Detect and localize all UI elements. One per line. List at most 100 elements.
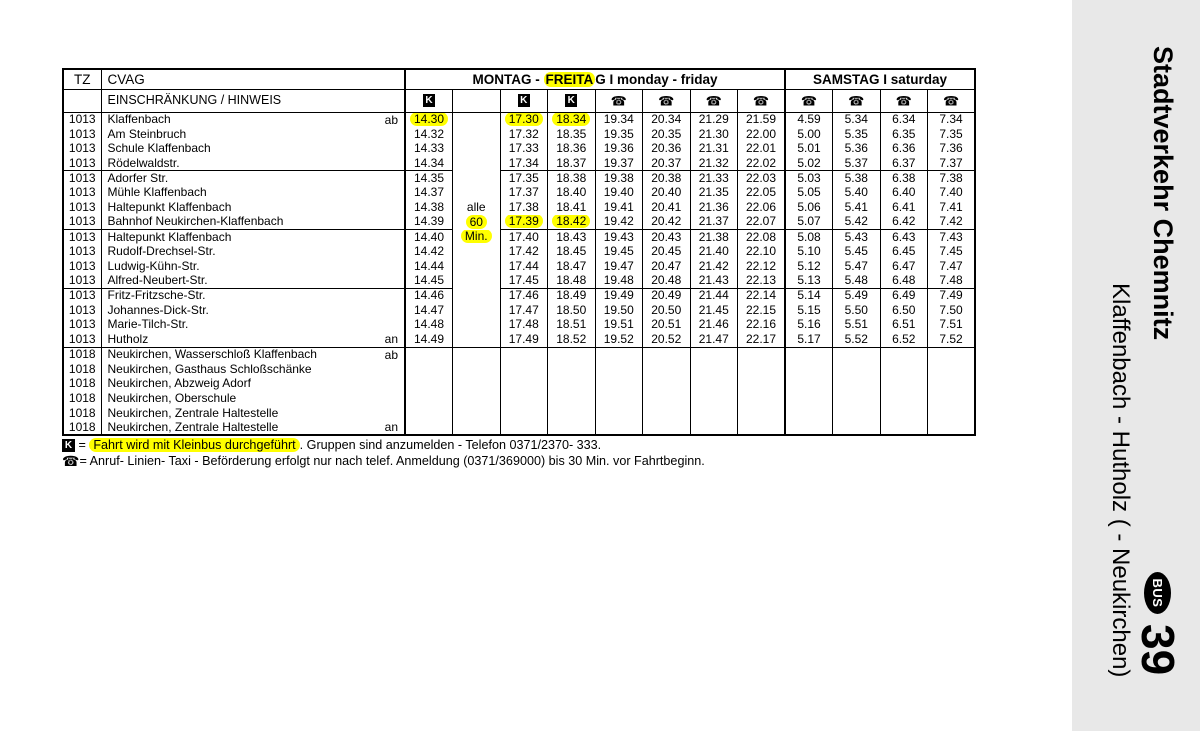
time-cell: 21.31 — [689, 141, 738, 157]
time-cell: 19.41 — [594, 200, 643, 215]
note-cell — [452, 376, 501, 392]
tz-cell: 1013 — [62, 273, 102, 289]
time-cell: 21.46 — [689, 317, 738, 333]
table-row: 1013 Marie-Tilch-Str. 14.48 17.48 18.51 19.51… — [62, 317, 976, 333]
stop-name: Neukirchen, Abzweig Adorf — [107, 376, 251, 391]
time-cell: 5.16 — [784, 317, 834, 333]
time-cell: 5.51 — [832, 317, 881, 333]
highlighted-time: 17.30 — [504, 112, 543, 127]
phone-icon: ☎ — [848, 93, 865, 109]
time-cell — [689, 420, 738, 436]
stop-name-cell: Neukirchen, Zentrale Haltestelle an — [100, 420, 406, 436]
time-cell: 22.01 — [737, 141, 786, 157]
time-cell — [927, 391, 976, 406]
time-cell: 6.50 — [879, 302, 929, 318]
footnote-kleinbus-highlight: Fahrt wird mit Kleinbus durchgeführt — [89, 438, 300, 452]
time-cell — [832, 376, 881, 392]
time-cell — [642, 347, 691, 362]
stop-name-cell: Haltepunkt Klaffenbach — [100, 229, 406, 245]
time-cell — [689, 361, 738, 377]
time-cell — [499, 405, 548, 421]
time-cell: 5.13 — [784, 273, 834, 289]
time-cell: 6.38 — [879, 170, 929, 186]
time-cell: 21.33 — [689, 170, 738, 186]
kleinbus-column-header: K — [547, 89, 596, 113]
time-cell — [737, 361, 786, 377]
time-cell: 19.50 — [594, 302, 643, 318]
col-header-tz: TZ — [62, 69, 102, 90]
time-cell: 21.42 — [689, 258, 738, 274]
time-cell: 5.00 — [784, 126, 834, 142]
footnote-anruf-taxi: ☎= Anruf- Linien- Taxi - Beförderung erf… — [62, 453, 705, 469]
time-cell: 18.43 — [547, 229, 596, 245]
phone-icon: ☎ — [705, 93, 722, 109]
time-cell — [404, 420, 453, 436]
highlighted-time: 14.30 — [409, 112, 449, 127]
time-cell: 7.43 — [927, 229, 976, 245]
time-cell: 4.59 — [784, 112, 834, 127]
time-cell: 22.03 — [737, 170, 786, 186]
time-cell: 20.51 — [642, 317, 691, 333]
stop-name: Alfred-Neubert-Str. — [107, 273, 208, 288]
tz-cell: 1013 — [62, 288, 102, 303]
time-cell — [689, 376, 738, 392]
time-cell — [404, 347, 453, 362]
table-row: 1018 Neukirchen, Wasserschloß Klaffenbach… — [62, 347, 976, 362]
time-cell: 21.30 — [689, 126, 738, 142]
note-cell — [452, 391, 501, 406]
blank-column-header — [452, 89, 501, 113]
time-cell: 20.47 — [642, 258, 691, 274]
time-cell — [689, 347, 738, 362]
time-cell: 6.52 — [879, 332, 929, 348]
kleinbus-column-header: K — [499, 89, 548, 113]
time-cell: 22.07 — [737, 214, 786, 230]
time-cell — [594, 405, 643, 421]
tz-cell: 1013 — [62, 317, 102, 333]
time-cell: 17.35 — [499, 170, 548, 186]
time-cell — [404, 405, 453, 421]
time-cell: 21.45 — [689, 302, 738, 318]
note-cell: Min. — [452, 229, 501, 245]
time-cell: 18.48 — [547, 273, 596, 289]
time-cell: 5.43 — [832, 229, 881, 245]
time-cell — [642, 361, 691, 377]
phone-column-header: ☎ — [689, 89, 738, 113]
col-header-restriction: EINSCHRÄNKUNG / HINWEIS — [100, 89, 406, 113]
time-cell: 21.37 — [689, 214, 738, 230]
note-cell: alle — [452, 200, 501, 215]
time-cell: 20.37 — [642, 156, 691, 172]
time-cell: 17.32 — [499, 126, 548, 142]
phone-icon: ☎ — [62, 453, 80, 470]
stop-name: Adorfer Str. — [107, 170, 169, 185]
time-cell — [879, 376, 929, 392]
footnotes: K = Fahrt wird mit Kleinbus durchgeführt… — [62, 437, 705, 469]
tz-cell: 1018 — [62, 361, 102, 377]
note-cell — [452, 288, 501, 303]
time-cell: 14.37 — [404, 185, 453, 201]
stop-name-cell: Neukirchen, Oberschule — [100, 391, 406, 406]
time-cell: 7.45 — [927, 244, 976, 259]
time-cell: 18.37 — [547, 156, 596, 172]
time-cell — [832, 391, 881, 406]
tz-cell: 1013 — [62, 214, 102, 230]
table-row: 1013 Adorfer Str. 14.35 17.35 18.38 19.38 20.3… — [62, 170, 976, 186]
line-number: 39 — [1132, 624, 1184, 676]
time-cell: 5.06 — [784, 200, 834, 215]
time-cell: 20.38 — [642, 170, 691, 186]
time-cell: 5.17 — [784, 332, 834, 348]
time-cell: 19.38 — [594, 170, 643, 186]
time-cell — [689, 391, 738, 406]
stop-name-cell: Am Steinbruch — [100, 126, 406, 142]
time-cell: 20.45 — [642, 244, 691, 259]
time-cell: 18.49 — [547, 288, 596, 303]
kleinbus-icon: K — [423, 94, 435, 108]
footnote-eq: = — [75, 438, 90, 452]
highlighted-time: Min. — [460, 229, 492, 244]
tz-cell: 1018 — [62, 420, 102, 436]
monfri-highlight: FREITA — [543, 71, 596, 87]
time-cell — [879, 391, 929, 406]
col-header-saturday: SAMSTAG I saturday — [784, 69, 976, 90]
note-cell — [452, 302, 501, 318]
time-cell: 17.37 — [499, 185, 548, 201]
time-cell: 18.41 — [547, 200, 596, 215]
